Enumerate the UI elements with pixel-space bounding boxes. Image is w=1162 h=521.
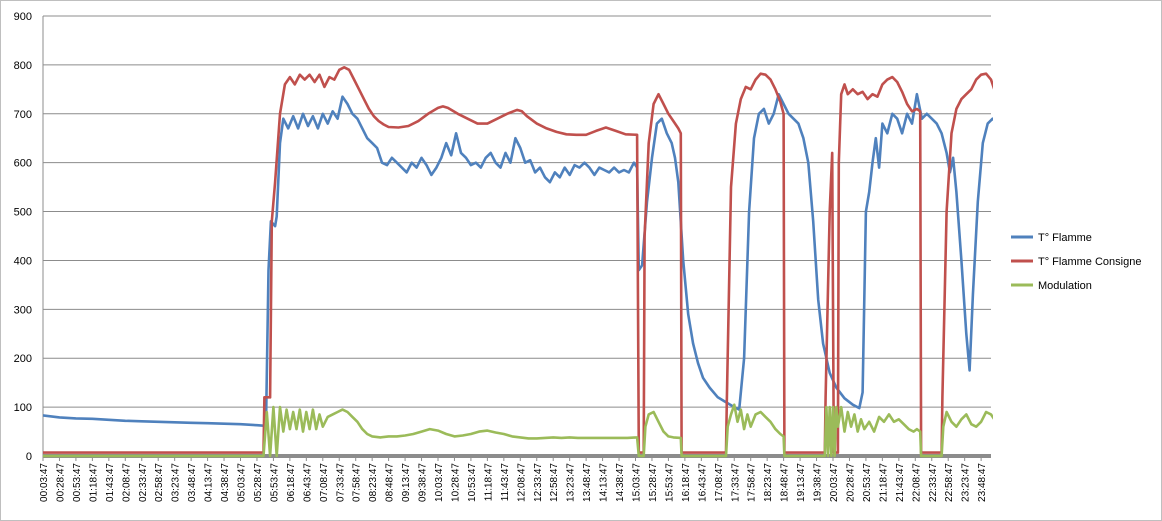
x-tick-label: 03:23:47 xyxy=(171,463,182,502)
x-tick-label: 22:58:47 xyxy=(944,463,955,502)
series-line xyxy=(43,92,993,427)
y-tick-label: 800 xyxy=(14,60,32,72)
x-tick-label: 21:43:47 xyxy=(895,463,906,502)
x-tick-label: 19:38:47 xyxy=(813,463,824,502)
x-tick-label: 17:08:47 xyxy=(714,463,725,502)
x-tick-label: 14:13:47 xyxy=(599,463,610,502)
y-tick-label: 900 xyxy=(14,11,32,23)
x-tick-label: 00:28:47 xyxy=(55,463,66,502)
y-tick-label: 0 xyxy=(26,451,32,463)
x-tick-label: 02:08:47 xyxy=(121,463,132,502)
x-tick-label: 07:33:47 xyxy=(335,463,346,502)
x-tick-label: 22:08:47 xyxy=(911,463,922,502)
y-tick-label: 400 xyxy=(14,255,32,267)
x-tick-label: 09:13:47 xyxy=(401,463,412,502)
gridlines xyxy=(43,15,991,408)
x-tick-label: 10:28:47 xyxy=(450,463,461,502)
x-tick-label: 05:03:47 xyxy=(237,463,248,502)
x-tick-label: 21:18:47 xyxy=(878,463,889,502)
x-tick-label: 00:03:47 xyxy=(39,463,50,502)
x-tick-label: 00:53:47 xyxy=(72,463,83,502)
y-tick-label: 700 xyxy=(14,109,32,121)
x-tick-label: 02:33:47 xyxy=(138,463,149,502)
x-tick-label: 12:08:47 xyxy=(516,463,527,502)
x-tick-label: 14:38:47 xyxy=(615,463,626,502)
x-tick-label: 06:18:47 xyxy=(286,463,297,502)
x-tick-label: 20:03:47 xyxy=(829,463,840,502)
x-tick-label: 20:28:47 xyxy=(845,463,856,502)
x-tick-label: 19:13:47 xyxy=(796,463,807,502)
x-tick-label: 08:23:47 xyxy=(368,463,379,502)
x-tick-label: 11:43:47 xyxy=(500,463,511,502)
x-tick-label: 05:28:47 xyxy=(253,463,264,502)
x-tick-label: 11:18:47 xyxy=(483,463,494,502)
x-tick-label: 16:43:47 xyxy=(697,463,708,502)
y-tick-label: 200 xyxy=(14,353,32,365)
x-tick-label: 16:18:47 xyxy=(681,463,692,502)
x-tick-label: 15:28:47 xyxy=(648,463,659,502)
x-tick-label: 07:58:47 xyxy=(352,463,363,502)
x-tick-label: 18:48:47 xyxy=(780,463,791,502)
series-line xyxy=(43,403,993,458)
x-tick-label: 23:23:47 xyxy=(961,463,972,502)
x-tick-label: 22:33:47 xyxy=(928,463,939,502)
y-tick-label: 100 xyxy=(14,402,32,414)
x-tick-label: 09:38:47 xyxy=(418,463,429,502)
x-tick-label: 13:48:47 xyxy=(582,463,593,502)
legend-label: T° Flamme Consigne xyxy=(1038,256,1141,268)
y-tick-label: 600 xyxy=(14,158,32,170)
x-axis: 00:03:47 00:28:47 00:53:47 01:18:47 01:43:47… xyxy=(39,454,991,502)
x-tick-label: 18:23:47 xyxy=(763,463,774,502)
legend: T° Flamme T° Flamme Consigne Modulation xyxy=(1011,232,1141,292)
x-tick-label: 23:48:47 xyxy=(977,463,988,502)
legend-label: T° Flamme xyxy=(1038,232,1092,244)
x-tick-label: 12:33:47 xyxy=(533,463,544,502)
x-tick-label: 01:43:47 xyxy=(105,463,116,502)
x-tick-label: 15:03:47 xyxy=(632,463,643,502)
x-tick-label: 02:58:47 xyxy=(154,463,165,502)
x-tick-label: 20:53:47 xyxy=(862,463,873,502)
x-tick-label: 13:23:47 xyxy=(566,463,577,502)
x-tick-label: 10:53:47 xyxy=(467,463,478,502)
x-tick-label: 15:53:47 xyxy=(664,463,675,502)
series-line xyxy=(43,66,993,454)
x-tick-label: 07:08:47 xyxy=(319,463,330,502)
y-axis: 0 100 200 300 400 500 600 700 800 900 xyxy=(14,11,44,463)
x-tick-label: 17:58:47 xyxy=(747,463,758,502)
x-tick-label: 01:18:47 xyxy=(88,463,99,502)
x-tick-label: 05:53:47 xyxy=(269,463,280,502)
x-tick-label: 04:13:47 xyxy=(204,463,215,502)
x-tick-label: 08:48:47 xyxy=(385,463,396,502)
x-tick-label: 03:48:47 xyxy=(187,463,198,502)
x-tick-label: 17:33:47 xyxy=(730,463,741,502)
y-tick-label: 300 xyxy=(14,304,32,316)
x-tick-label: 10:03:47 xyxy=(434,463,445,502)
plot-series xyxy=(43,66,993,458)
y-tick-label: 500 xyxy=(14,207,32,219)
x-tick-label: 04:38:47 xyxy=(220,463,231,502)
x-tick-label: 12:58:47 xyxy=(549,463,560,502)
legend-label: Modulation xyxy=(1038,280,1092,292)
x-tick-label: 06:43:47 xyxy=(302,463,313,502)
